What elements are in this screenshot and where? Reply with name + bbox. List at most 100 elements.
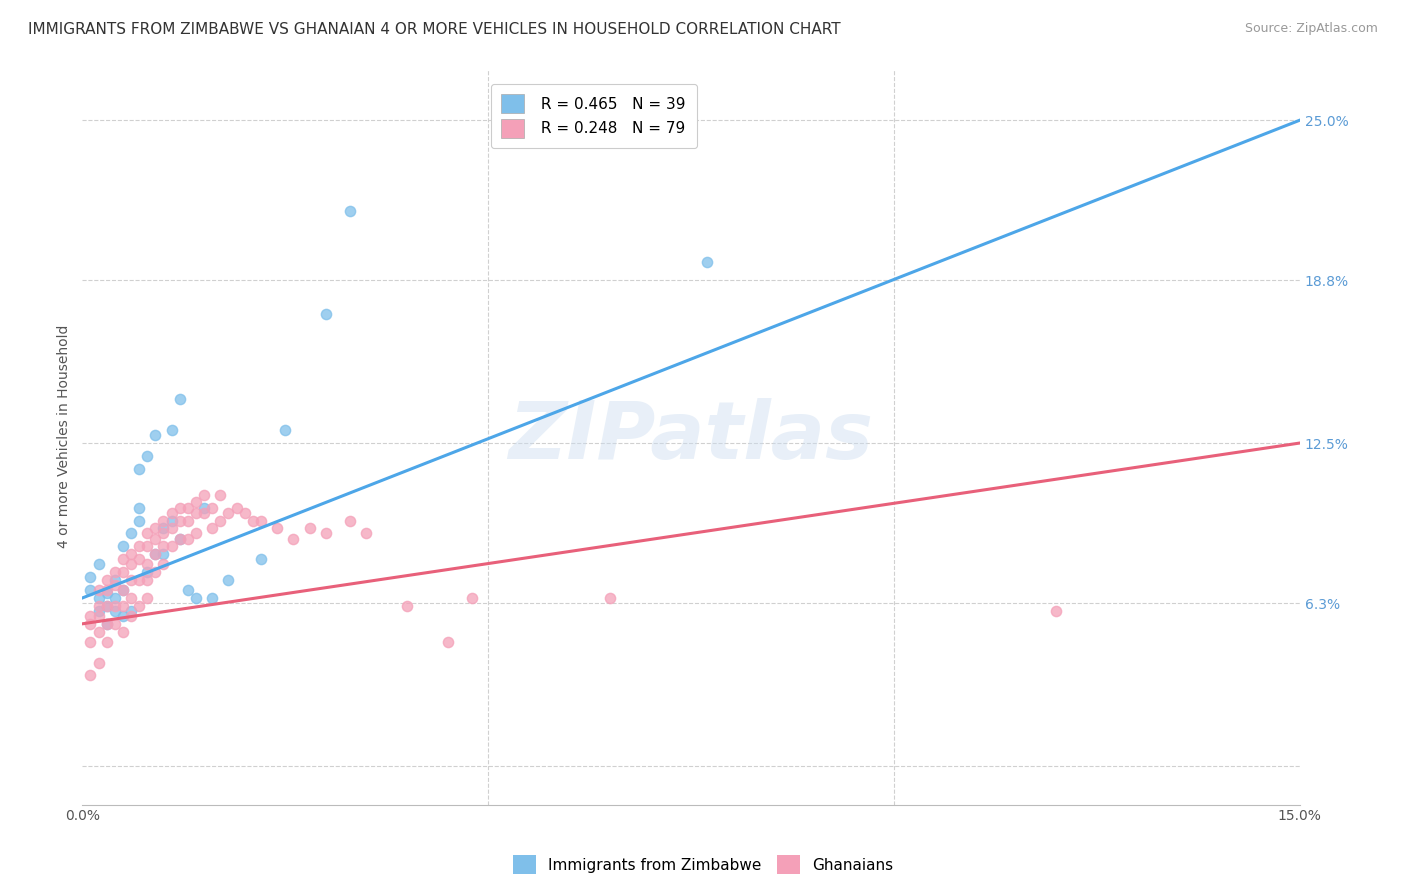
Point — [111, 583, 134, 598]
Point — [79, 668, 101, 682]
Point — [136, 591, 159, 605]
Point — [143, 532, 166, 546]
Point — [104, 616, 127, 631]
Point — [217, 573, 239, 587]
Point — [193, 506, 215, 520]
Point — [169, 392, 191, 406]
Point — [356, 526, 378, 541]
Point — [177, 532, 200, 546]
Point — [87, 591, 110, 605]
Point — [193, 488, 215, 502]
Point — [79, 609, 101, 624]
Point — [143, 521, 166, 535]
Point — [79, 583, 101, 598]
Point — [143, 547, 166, 561]
Point — [250, 514, 273, 528]
Text: Source: ZipAtlas.com: Source: ZipAtlas.com — [1244, 22, 1378, 36]
Point — [120, 526, 142, 541]
Text: IMMIGRANTS FROM ZIMBABWE VS GHANAIAN 4 OR MORE VEHICLES IN HOUSEHOLD CORRELATION: IMMIGRANTS FROM ZIMBABWE VS GHANAIAN 4 O… — [28, 22, 841, 37]
Point — [96, 616, 118, 631]
Point — [111, 539, 134, 553]
Point — [225, 500, 247, 515]
Point — [104, 578, 127, 592]
Point — [201, 500, 224, 515]
Point — [87, 656, 110, 670]
Point — [120, 591, 142, 605]
Point — [152, 547, 174, 561]
Point — [143, 547, 166, 561]
Point — [104, 573, 127, 587]
Point — [169, 532, 191, 546]
Point — [184, 591, 207, 605]
Point — [111, 609, 134, 624]
Point — [136, 565, 159, 579]
Point — [128, 573, 150, 587]
Point — [395, 599, 418, 613]
Point — [152, 539, 174, 553]
Point — [152, 521, 174, 535]
Point — [96, 616, 118, 631]
Point — [160, 506, 183, 520]
Point — [169, 514, 191, 528]
Point — [128, 500, 150, 515]
Legend:  R = 0.465   N = 39,  R = 0.248   N = 79: R = 0.465 N = 39, R = 0.248 N = 79 — [491, 84, 696, 148]
Point — [1045, 604, 1067, 618]
Point — [169, 532, 191, 546]
Point — [143, 428, 166, 442]
Point — [193, 500, 215, 515]
Point — [120, 547, 142, 561]
Point — [136, 526, 159, 541]
Point — [104, 599, 127, 613]
Y-axis label: 4 or more Vehicles in Household: 4 or more Vehicles in Household — [58, 325, 72, 549]
Point — [209, 514, 232, 528]
Point — [104, 591, 127, 605]
Point — [436, 635, 458, 649]
Point — [177, 500, 200, 515]
Point — [184, 506, 207, 520]
Point — [96, 599, 118, 613]
Point — [87, 604, 110, 618]
Point — [184, 526, 207, 541]
Point — [128, 599, 150, 613]
Point — [120, 573, 142, 587]
Point — [169, 500, 191, 515]
Point — [111, 565, 134, 579]
Point — [136, 558, 159, 572]
Point — [274, 423, 297, 437]
Point — [87, 583, 110, 598]
Point — [696, 255, 718, 269]
Point — [177, 514, 200, 528]
Text: ZIPatlas: ZIPatlas — [509, 398, 873, 475]
Point — [128, 539, 150, 553]
Point — [87, 599, 110, 613]
Point — [79, 635, 101, 649]
Point — [87, 558, 110, 572]
Point — [128, 514, 150, 528]
Point — [136, 573, 159, 587]
Point — [96, 599, 118, 613]
Point — [266, 521, 288, 535]
Point — [152, 558, 174, 572]
Point — [339, 203, 361, 218]
Point — [87, 609, 110, 624]
Point — [152, 526, 174, 541]
Point — [339, 514, 361, 528]
Point — [201, 521, 224, 535]
Point — [461, 591, 484, 605]
Point — [201, 591, 224, 605]
Point — [111, 552, 134, 566]
Point — [104, 604, 127, 618]
Point — [128, 552, 150, 566]
Point — [242, 514, 264, 528]
Point — [184, 495, 207, 509]
Legend: Immigrants from Zimbabwe, Ghanaians: Immigrants from Zimbabwe, Ghanaians — [506, 849, 900, 880]
Point — [233, 506, 256, 520]
Point — [96, 583, 118, 598]
Point — [136, 449, 159, 463]
Point — [79, 616, 101, 631]
Point — [160, 539, 183, 553]
Point — [217, 506, 239, 520]
Point — [120, 558, 142, 572]
Point — [160, 423, 183, 437]
Point — [111, 599, 134, 613]
